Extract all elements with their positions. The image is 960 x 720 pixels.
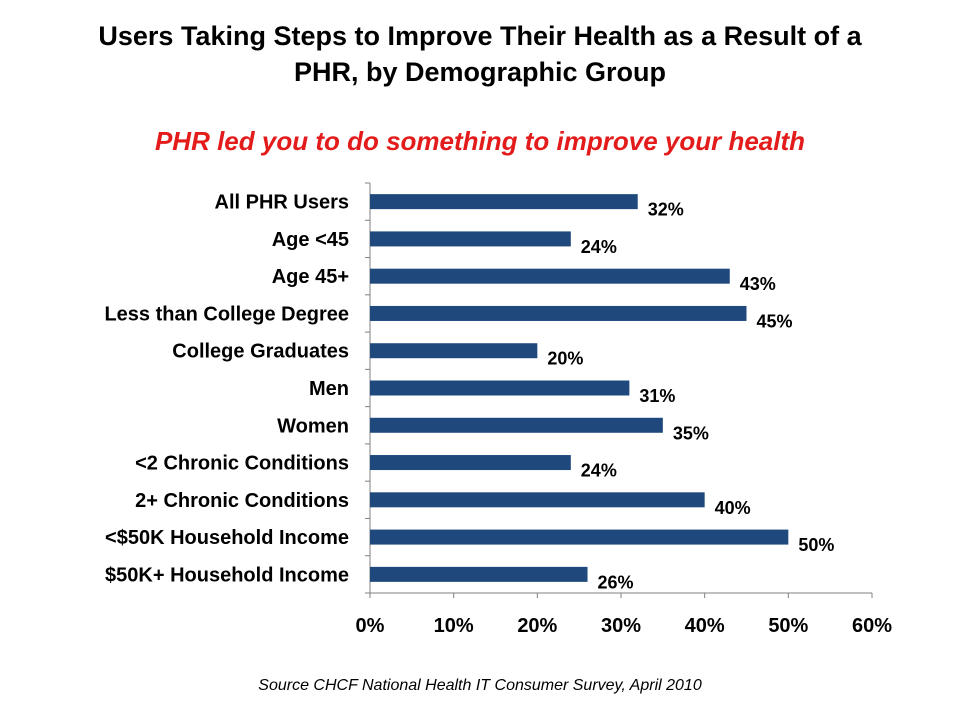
bar	[370, 417, 663, 433]
x-tick-label: 40%	[685, 615, 725, 637]
category-label: $50K+ Household Income	[105, 564, 349, 586]
chart-subtitle: PHR led you to do something to improve y…	[154, 126, 806, 156]
category-label: <$50K Household Income	[105, 527, 349, 549]
value-label: 45%	[757, 311, 793, 331]
slide-title-line-2: PHR, by Demographic Group	[293, 57, 667, 87]
value-label: 24%	[581, 237, 617, 257]
category-label: Less than College Degree	[104, 303, 349, 325]
x-tick-label: 10%	[434, 615, 474, 637]
category-label: 2+ Chronic Conditions	[135, 490, 349, 512]
source-note: Source CHCF National Health IT Consumer …	[258, 677, 702, 694]
bar	[370, 194, 638, 210]
value-label: 32%	[648, 200, 684, 220]
category-label: Women	[277, 415, 349, 437]
bar	[370, 231, 571, 247]
x-tick-label: 20%	[517, 615, 557, 637]
category-label: <2 Chronic Conditions	[135, 453, 349, 475]
category-label: Age 45+	[272, 266, 349, 288]
bar	[370, 529, 789, 545]
slide-title: Users Taking Steps to Improve Their Heal…	[20, 18, 940, 90]
value-label: 24%	[581, 461, 617, 481]
value-label: 43%	[740, 274, 776, 294]
bar	[370, 380, 630, 396]
category-label: All PHR Users	[215, 192, 350, 214]
bar	[370, 268, 730, 284]
bar	[370, 455, 571, 471]
category-label: Men	[309, 378, 349, 400]
value-label: 20%	[547, 349, 583, 369]
x-tick-label: 30%	[601, 615, 641, 637]
x-tick-label: 0%	[356, 615, 385, 637]
value-label: 26%	[598, 572, 634, 592]
value-label: 35%	[673, 423, 709, 443]
slide-title-line-1: Users Taking Steps to Improve Their Heal…	[98, 21, 862, 51]
value-label: 31%	[639, 386, 675, 406]
value-label: 50%	[798, 535, 834, 555]
category-label: Age <45	[272, 229, 349, 251]
bar	[370, 566, 588, 582]
bar	[370, 305, 747, 321]
category-label: College Graduates	[172, 341, 349, 363]
bar	[370, 492, 705, 508]
bar	[370, 343, 538, 359]
value-label: 40%	[715, 498, 751, 518]
x-tick-label: 50%	[768, 615, 808, 637]
x-tick-label: 60%	[852, 615, 892, 637]
